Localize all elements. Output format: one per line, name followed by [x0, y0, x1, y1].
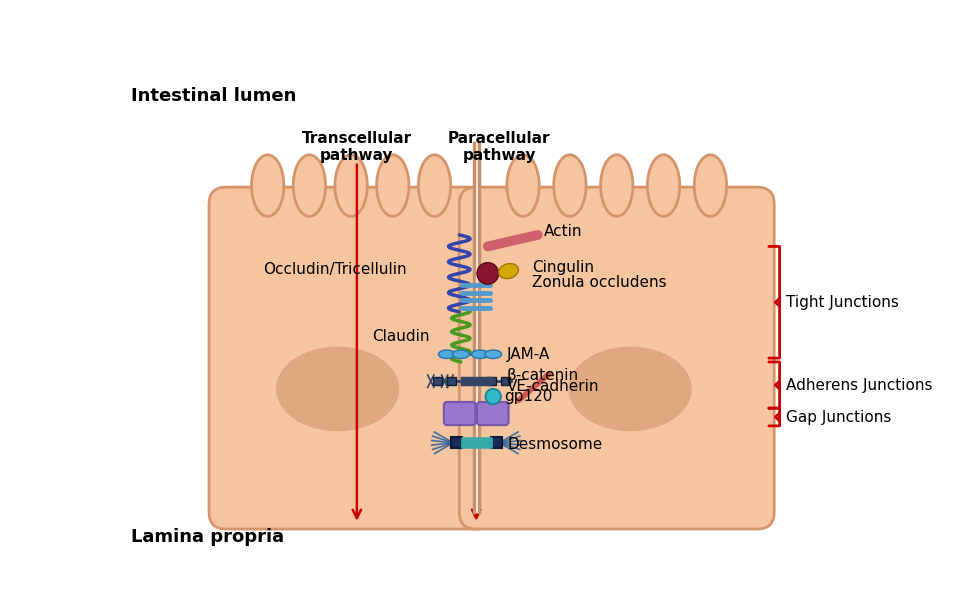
Ellipse shape	[453, 350, 469, 359]
Text: Transcellular
pathway: Transcellular pathway	[301, 131, 412, 163]
Bar	[501, 378, 510, 385]
Text: β-catenin: β-catenin	[507, 368, 579, 382]
Ellipse shape	[418, 155, 451, 217]
Circle shape	[477, 263, 499, 284]
Ellipse shape	[694, 155, 726, 217]
Ellipse shape	[507, 155, 539, 217]
Text: VE-cadherin: VE-cadherin	[507, 379, 599, 394]
Text: Adherens Junctions: Adherens Junctions	[786, 378, 932, 393]
Text: Zonula occludens: Zonula occludens	[532, 275, 666, 290]
Ellipse shape	[484, 350, 501, 359]
Bar	[451, 437, 461, 448]
Ellipse shape	[377, 155, 409, 217]
Ellipse shape	[568, 346, 692, 431]
Ellipse shape	[335, 155, 367, 217]
Ellipse shape	[554, 155, 586, 217]
FancyBboxPatch shape	[459, 187, 774, 529]
Text: Paracellular
pathway: Paracellular pathway	[448, 131, 550, 163]
Bar	[491, 437, 501, 448]
Ellipse shape	[252, 155, 284, 217]
Circle shape	[485, 389, 501, 404]
FancyBboxPatch shape	[444, 402, 476, 425]
Text: JAM-A: JAM-A	[507, 346, 550, 362]
FancyBboxPatch shape	[477, 402, 508, 425]
Ellipse shape	[438, 350, 456, 359]
Text: Tight Junctions: Tight Junctions	[786, 295, 899, 310]
Ellipse shape	[293, 155, 325, 217]
Ellipse shape	[601, 155, 633, 217]
Text: Intestinal lumen: Intestinal lumen	[131, 87, 297, 105]
Text: Claudin: Claudin	[372, 329, 430, 344]
Text: Cingulin: Cingulin	[532, 260, 593, 274]
Text: Desmosome: Desmosome	[507, 437, 602, 452]
FancyBboxPatch shape	[209, 187, 493, 529]
Ellipse shape	[472, 350, 488, 359]
Bar	[434, 378, 442, 385]
Bar	[447, 378, 456, 385]
Bar	[487, 378, 497, 385]
Text: Lamina propria: Lamina propria	[131, 528, 284, 545]
Text: gp120: gp120	[504, 389, 552, 404]
Text: Occludin/Tricellulin: Occludin/Tricellulin	[263, 262, 407, 277]
Ellipse shape	[499, 264, 519, 279]
Text: Gap Junctions: Gap Junctions	[786, 409, 891, 425]
Text: Actin: Actin	[544, 223, 583, 239]
Ellipse shape	[648, 155, 679, 217]
Ellipse shape	[276, 346, 399, 431]
